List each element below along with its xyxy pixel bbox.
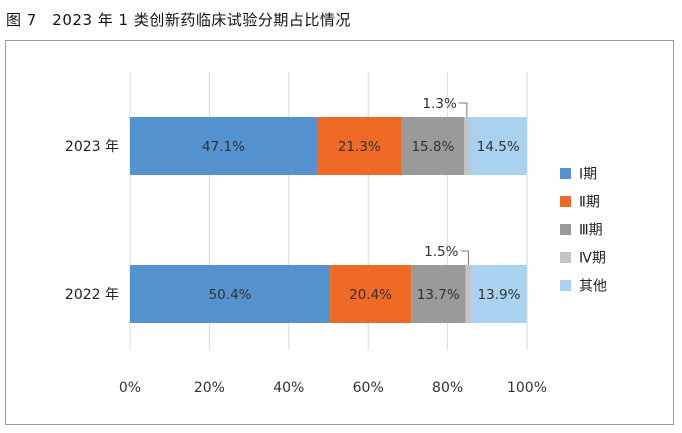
bars xyxy=(130,117,527,323)
figure-title: 图 7 2023 年 1 类创新药临床试验分期占比情况 xyxy=(6,11,351,29)
data-label: 15.8% xyxy=(411,139,454,155)
x-axis: 0% 20% 40% 60% 80% 100% xyxy=(119,380,547,396)
data-label: 21.3% xyxy=(338,139,381,155)
bar-segment xyxy=(401,117,465,175)
bar-segment xyxy=(465,265,472,323)
x-tick-label: 0% xyxy=(119,380,141,396)
data-label: 50.4% xyxy=(209,287,252,303)
x-tick-label: 60% xyxy=(353,380,384,396)
y-axis-categories: 2023 年 2022 年 xyxy=(65,139,119,303)
legend-swatch xyxy=(560,196,571,207)
x-tick-label: 40% xyxy=(273,380,304,396)
bar-segment xyxy=(316,117,402,175)
data-label: 13.7% xyxy=(417,287,460,303)
data-label: 47.1% xyxy=(202,139,245,155)
bar-segment xyxy=(130,265,331,323)
data-label: 1.5% xyxy=(424,244,458,260)
bar-segment xyxy=(330,265,412,323)
bar-segment xyxy=(471,265,527,323)
category-label: 2023 年 xyxy=(65,139,119,155)
legend-label: Ⅰ期 xyxy=(579,167,597,183)
category-label: 2022 年 xyxy=(65,287,119,303)
data-label: 1.3% xyxy=(423,96,457,112)
x-tick-label: 80% xyxy=(432,380,463,396)
legend-label: Ⅱ期 xyxy=(579,195,600,211)
data-labels: 47.1% 21.3% 15.8% 1.3% 14.5% 50.4% 20.4% 13.7% 1… xyxy=(202,96,521,303)
bar-segment xyxy=(130,117,317,175)
chart-frame xyxy=(5,40,674,425)
x-tick-label: 100% xyxy=(507,380,547,396)
callout-leader-line xyxy=(460,250,469,265)
data-label: 13.9% xyxy=(478,287,521,303)
callout-leader-line xyxy=(458,102,468,117)
bar-segment xyxy=(469,117,527,175)
bar-segment xyxy=(411,265,466,323)
legend-swatch xyxy=(560,224,571,235)
legend-label: 其他 xyxy=(579,279,607,295)
data-label: 20.4% xyxy=(349,287,392,303)
x-tick-label: 20% xyxy=(194,380,225,396)
legend-swatch xyxy=(560,252,571,263)
legend-label: Ⅳ期 xyxy=(579,251,606,267)
legend-label: Ⅲ期 xyxy=(579,223,603,239)
legend-swatch xyxy=(560,280,571,291)
bar-segment xyxy=(464,117,470,175)
legend-swatch xyxy=(560,168,571,179)
data-label: 14.5% xyxy=(477,139,520,155)
